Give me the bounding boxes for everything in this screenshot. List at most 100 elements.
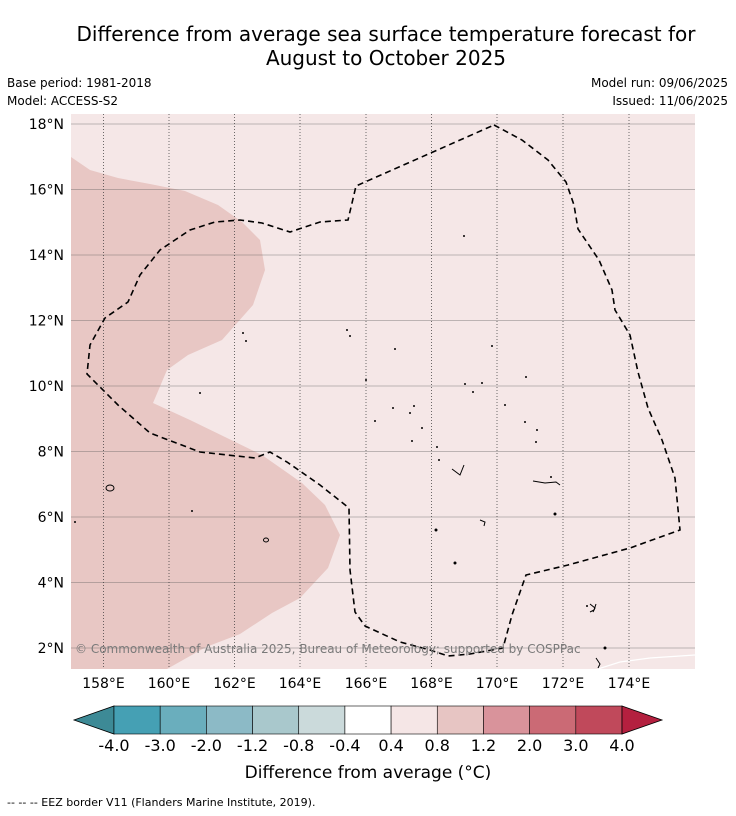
colorbar-label: Difference from average (°C): [244, 763, 492, 783]
latitude-label: 4°N: [38, 576, 64, 592]
colorbar-swatch: [206, 705, 253, 735]
island-dot: [436, 446, 438, 448]
longitude-label: 160°E: [148, 676, 191, 692]
island-dots: [74, 235, 607, 650]
island-dot: [603, 646, 607, 650]
latitude-label: 14°N: [29, 248, 64, 264]
colorbar-tick-label: 0.8: [425, 736, 450, 755]
colorbar: -4.0 -3.0 -2.0 -1.2 -0.8 -0.4 0.4 0.8 1.2 2.0 3.0 4…: [72, 705, 664, 755]
island-dot: [434, 528, 438, 532]
colorbar-tick-label: 3.0: [563, 736, 588, 755]
longitude-labels: 158°E 160°E 162°E 164°E 166°E 168°E 170°E 172°E…: [82, 676, 650, 692]
island-dot: [199, 392, 201, 394]
colorbar-tick-label: -2.0: [191, 736, 222, 755]
longitude-label: 164°E: [279, 676, 322, 692]
latitude-label: 12°N: [29, 314, 64, 330]
colorbar-tick-label: -0.8: [283, 736, 314, 755]
colorbar-tick-label: -0.4: [329, 736, 360, 755]
island-dot: [438, 459, 440, 461]
island-dot: [491, 345, 493, 347]
colorbar-swatch: [483, 705, 530, 735]
colorbar-tick-label: 0.4: [378, 736, 403, 755]
colorbar-swatch: [529, 705, 577, 735]
colorbar-tick-label: -3.0: [145, 736, 176, 755]
island-dot: [472, 391, 474, 393]
colorbar-tick-label: -4.0: [98, 736, 129, 755]
island-dot: [553, 512, 557, 516]
colorbar-swatch: [390, 705, 438, 735]
island-outline: [532, 480, 561, 486]
island-dot: [421, 427, 423, 429]
island-dot: [242, 332, 244, 334]
eez-footnote: -- -- -- EEZ border V11 (Flanders Marine…: [7, 796, 316, 809]
title-line-1: Difference from average sea surface temp…: [76, 22, 696, 46]
latitude-label: 6°N: [38, 510, 64, 526]
colorbar-tick-label: 1.2: [471, 736, 496, 755]
base-period: Base period: 1981-2018: [7, 76, 152, 90]
colorbar-swatch: [344, 705, 392, 735]
colorbar-tick-label: -1.2: [237, 736, 268, 755]
island-dot: [413, 405, 415, 407]
longitude-label: 170°E: [476, 676, 519, 692]
eez-border: [86, 124, 681, 657]
meta-left: Base period: 1981-2018 Model: ACCESS-S2: [7, 74, 152, 110]
model-name: Model: ACCESS-S2: [7, 94, 119, 108]
island-dot: [74, 521, 76, 523]
latitude-label: 16°N: [29, 183, 64, 199]
latitude-label: 8°N: [38, 445, 64, 461]
longitude-label: 158°E: [82, 676, 125, 692]
colorbar-swatch: [113, 705, 161, 735]
island-dot: [550, 476, 552, 478]
island-dot: [535, 441, 537, 443]
islands: [105, 464, 601, 669]
colorbar-under-arrow: [72, 705, 115, 735]
model-run: Model run: 09/06/2025: [590, 76, 728, 90]
latitude-label: 18°N: [29, 117, 64, 133]
latitude-labels: 18°N 16°N 14°N 12°N 10°N 8°N 6°N 4°N 2°N: [29, 117, 64, 657]
island-dot: [365, 379, 367, 381]
island-dot: [374, 420, 376, 422]
island-dot: [586, 605, 588, 607]
island-outline: [479, 519, 486, 527]
latitude-label: 2°N: [38, 641, 64, 657]
island-dot: [525, 376, 527, 378]
island-dot: [349, 335, 351, 337]
longitude-label: 162°E: [213, 676, 256, 692]
colorbar-swatch: [159, 705, 207, 735]
island-dot: [191, 510, 193, 512]
copyright-text: © Commonwealth of Australia 2025, Bureau…: [75, 642, 581, 656]
graticule: [71, 114, 695, 669]
colorbar-tick-label: 4.0: [609, 736, 634, 755]
island-dot: [411, 440, 413, 442]
island-dot: [524, 421, 526, 423]
island-dot: [463, 235, 465, 237]
island-dot: [481, 382, 483, 384]
coastline-segment: [597, 654, 695, 669]
longitude-label: 172°E: [542, 676, 585, 692]
island-dot: [245, 340, 247, 342]
warm-anomaly-region: [71, 157, 340, 669]
island-outline: [451, 464, 465, 476]
island-dot: [464, 383, 466, 385]
colorbar-tick-label: 2.0: [517, 736, 542, 755]
island-dot: [392, 407, 394, 409]
title-line-2: August to October 2025: [265, 46, 507, 70]
island-outline: [263, 537, 269, 543]
island-dot: [536, 429, 538, 431]
colorbar-over-arrow: [621, 705, 664, 735]
latitude-label: 10°N: [29, 379, 64, 395]
issued-date: Issued: 11/06/2025: [612, 94, 728, 108]
colorbar-swatch: [575, 705, 623, 735]
island-dot: [346, 329, 348, 331]
map-title: Difference from average sea surface temp…: [0, 22, 736, 70]
island-dot: [394, 348, 396, 350]
longitude-label: 166°E: [345, 676, 388, 692]
colorbar-swatch: [252, 705, 300, 735]
meta-right: Model run: 09/06/2025 Issued: 11/06/2025: [591, 74, 728, 110]
island-outline: [105, 484, 115, 492]
island-dot: [409, 412, 411, 414]
island-outline: [595, 657, 601, 669]
island-outline: [589, 603, 597, 613]
longitude-label: 174°E: [608, 676, 651, 692]
